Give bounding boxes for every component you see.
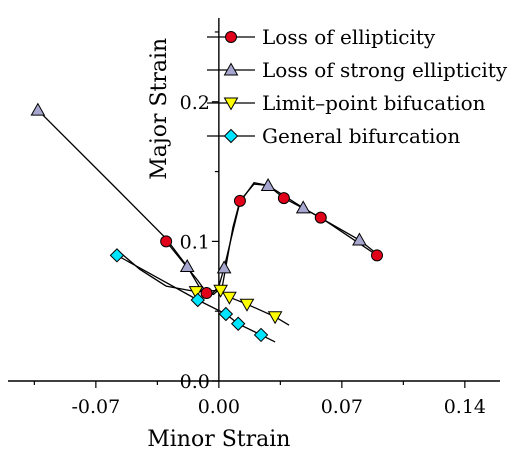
data-point-circle [233, 194, 246, 207]
data-point-diamond [253, 327, 269, 343]
data-point-circle [200, 287, 213, 300]
legend-marker [223, 97, 239, 111]
legend-label: Limit–point bifucation [262, 91, 486, 115]
data-point-diamond [218, 306, 234, 322]
y-tick-label: 0.2 [180, 92, 210, 114]
data-point-diamond [230, 316, 246, 331]
y-tick-label: 0.1 [180, 231, 210, 253]
x-tick-label: -0.07 [71, 396, 120, 418]
legend: Loss of ellipticity Loss of strong ellipt… [207, 25, 508, 148]
data-point-triangle-down [239, 298, 255, 312]
data-point-triangle-up [352, 232, 367, 246]
data-point-triangle-up [216, 260, 232, 274]
legend-label: Loss of ellipticity [262, 25, 436, 49]
data-point-triangle-up [260, 178, 276, 192]
x-tick-label: 0.14 [444, 396, 486, 418]
data-point-triangle-up [295, 200, 311, 214]
legend-marker [223, 62, 239, 76]
data-point-circle [277, 192, 290, 205]
legend-marker [225, 31, 237, 43]
x-tick-label: 0.07 [321, 396, 363, 418]
data-point-triangle-down [213, 284, 228, 298]
data-point-triangle-up [30, 102, 46, 116]
x-axis-label: Minor Strain [147, 427, 290, 452]
legend-label: General bifurcation [262, 124, 460, 148]
legend-item: Loss of strong ellipticity [207, 58, 508, 82]
legend-label: Loss of strong ellipticity [262, 58, 508, 82]
x-tick-label: 0.00 [198, 396, 240, 418]
data-point-diamond [109, 248, 125, 263]
data-point-triangle-up [179, 258, 195, 273]
y-tick-label: 0.0 [180, 371, 210, 393]
y-axis-label: Major Strain [147, 38, 172, 180]
legend-marker [223, 128, 239, 144]
data-point-triangle-down [222, 291, 237, 305]
data-point-triangle-down [188, 286, 204, 300]
data-point-circle [314, 211, 327, 224]
data-point-diamond [190, 292, 205, 308]
legend-item: Loss of ellipticity [207, 25, 436, 49]
axes: -0.07 0.00 0.07 0.14 0.0 0.1 0.2 [8, 18, 500, 418]
data-point-circle [160, 235, 173, 248]
data-point-triangle-down [267, 311, 283, 325]
legend-item: Limit–point bifucation [207, 91, 486, 115]
data-point-circle [371, 249, 383, 262]
legend-item: General bifurcation [207, 124, 460, 148]
series-markers [30, 102, 383, 343]
